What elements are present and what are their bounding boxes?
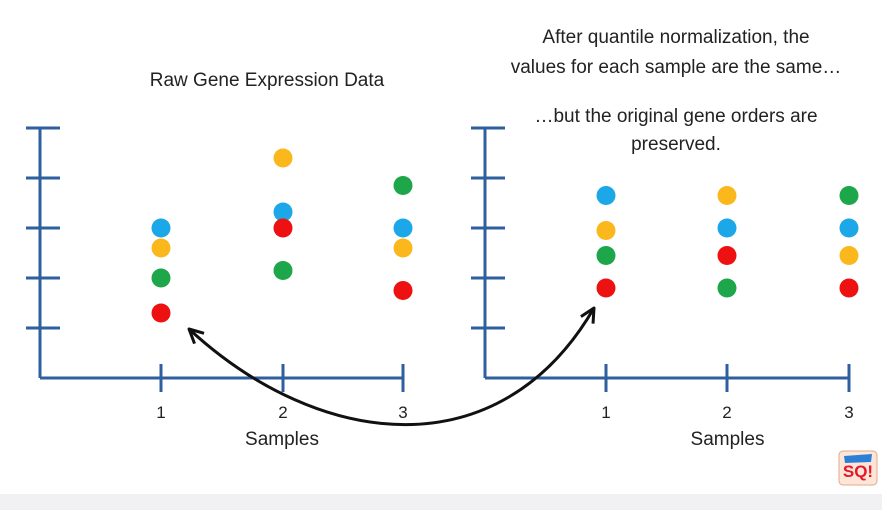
data-point-blue — [839, 218, 859, 238]
chart-subtitle: preserved. — [631, 134, 721, 155]
x-tick-label: 1 — [156, 403, 165, 422]
data-point-red — [839, 278, 859, 298]
data-point-orange — [273, 148, 293, 168]
x-tick-label: 3 — [398, 403, 407, 422]
data-point-blue — [151, 218, 171, 238]
x-tick-label: 2 — [722, 403, 731, 422]
arrow-head-left — [187, 327, 205, 345]
x-tick-label: 1 — [601, 403, 610, 422]
data-point-orange — [151, 238, 171, 258]
data-point-red — [596, 278, 616, 298]
data-point-red — [717, 246, 737, 265]
data-point-red — [393, 281, 413, 300]
data-point-red — [151, 303, 171, 323]
data-point-blue — [273, 202, 293, 222]
chart-title: values for each sample are the same… — [511, 57, 842, 78]
data-point-red — [273, 218, 293, 238]
svg-text:SQ!: SQ! — [843, 462, 873, 481]
data-point-orange — [393, 238, 413, 258]
x-tick-label: 2 — [278, 403, 287, 422]
data-point-green — [151, 268, 171, 288]
chart-title: After quantile normalization, the — [542, 27, 809, 48]
statquest-logo: SQ! — [838, 450, 878, 486]
data-point-orange — [596, 221, 616, 240]
chart-2: 1 2 3 Samples After quantile normalization, … — [471, 27, 859, 450]
chart-title: Raw Gene Expression Data — [150, 70, 385, 91]
data-point-green — [717, 278, 737, 298]
data-point-green — [596, 246, 616, 265]
footer-strip — [0, 494, 882, 510]
chart-subtitle: …but the original gene orders are — [534, 106, 817, 127]
x-axis-label: Samples — [691, 429, 765, 450]
data-point-green — [273, 261, 293, 280]
data-point-blue — [596, 186, 616, 205]
arrow-layer — [187, 306, 596, 427]
x-tick-label: 3 — [844, 403, 853, 422]
chart-1: 1 2 3 Samples Raw Gene Expression Data — [26, 70, 413, 450]
arrow-head-right — [580, 306, 596, 324]
data-point-green — [839, 186, 859, 205]
data-point-green — [393, 176, 413, 195]
data-point-blue — [717, 218, 737, 238]
link-arrow-curve — [187, 307, 596, 427]
data-point-orange — [717, 186, 737, 205]
charts-layer: 1 2 3 Samples Raw Gene Expression Data 1 2 3 Sam… — [26, 27, 859, 450]
x-axis-label: Samples — [245, 429, 319, 450]
data-point-orange — [839, 246, 859, 265]
data-point-blue — [393, 218, 413, 238]
